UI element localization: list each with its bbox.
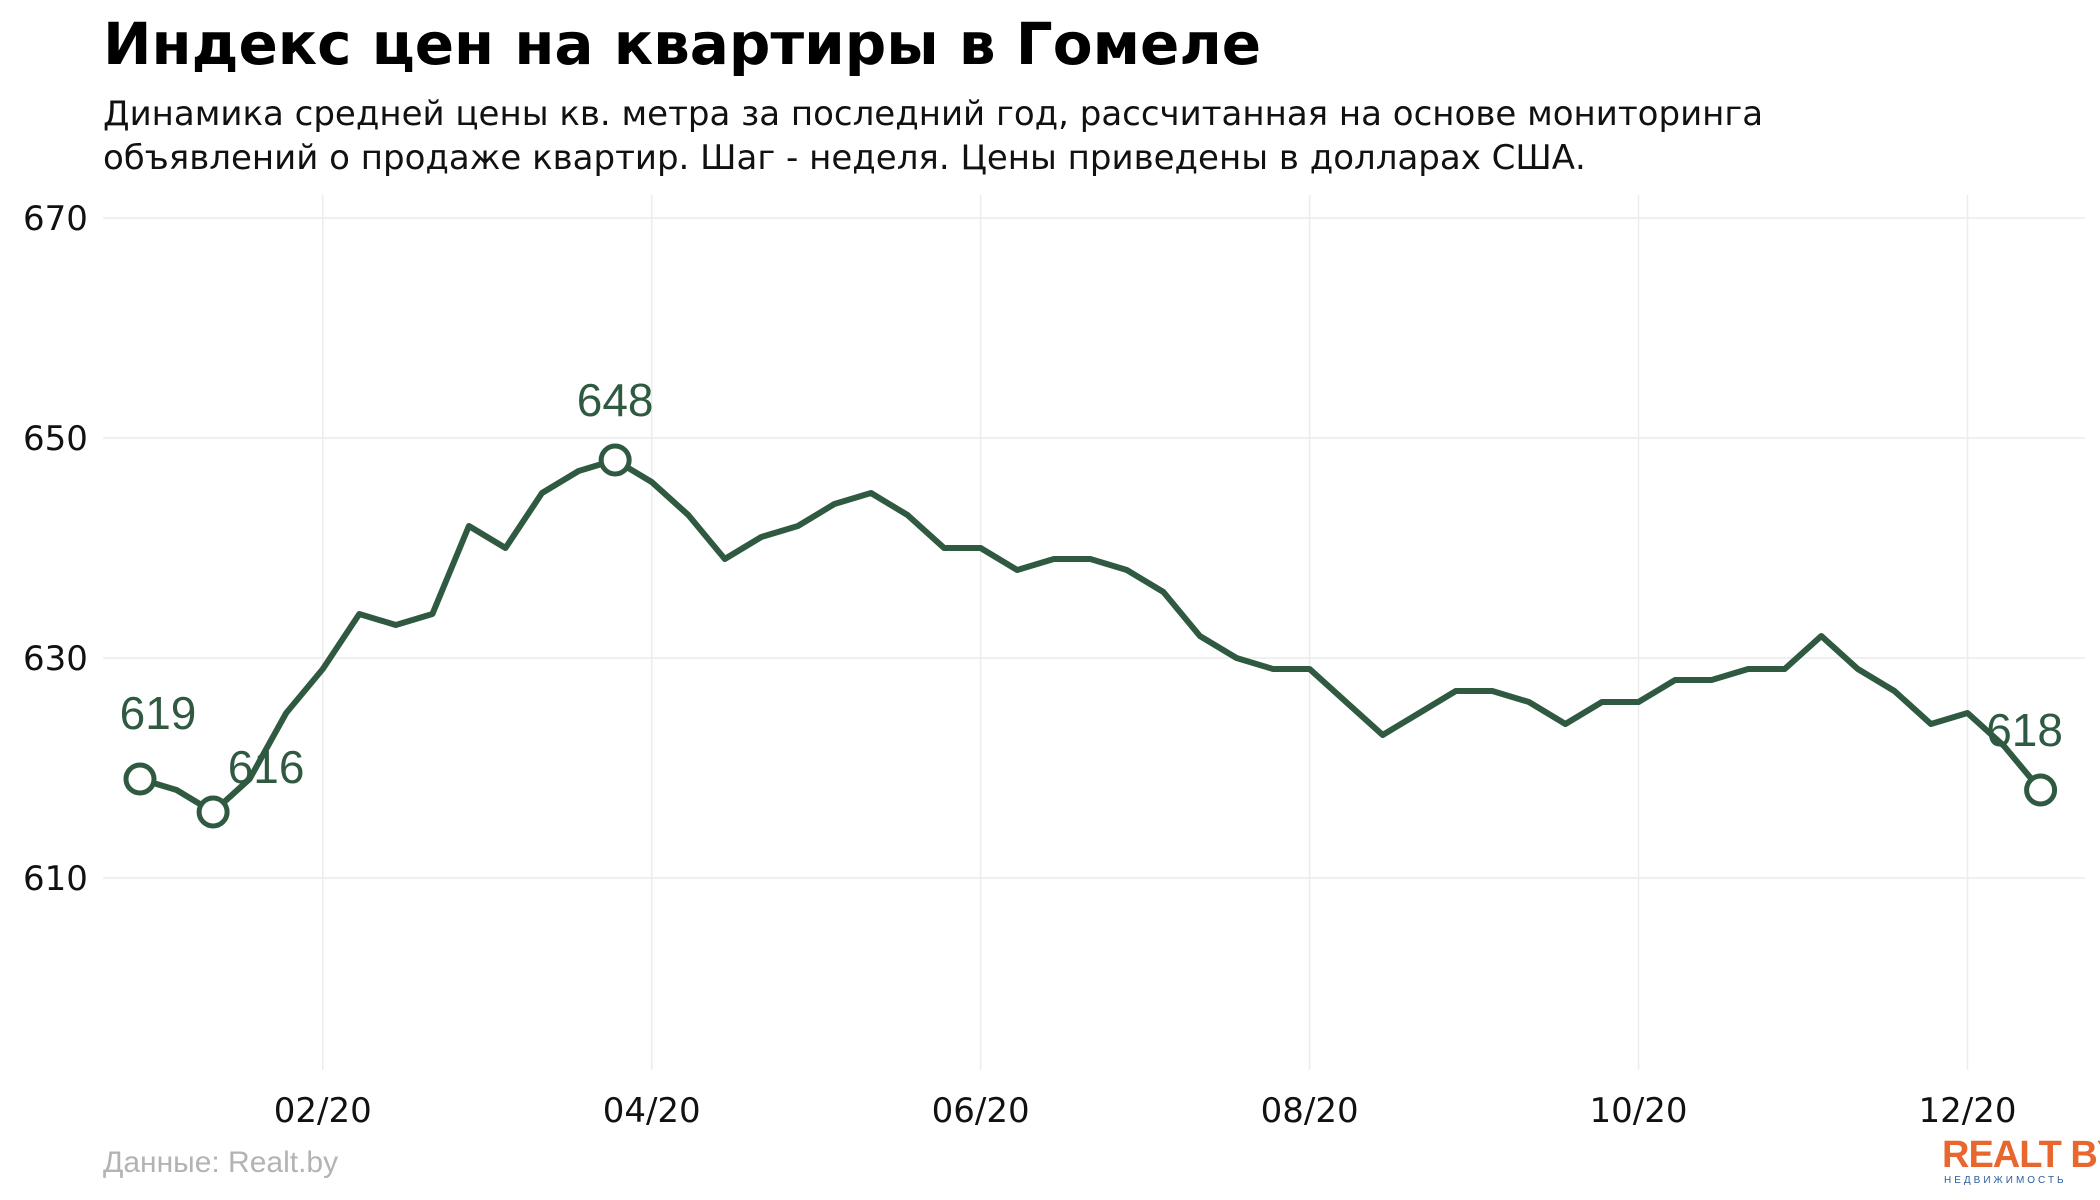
x-tick-label-02-20: 02/20 [274, 1091, 372, 1131]
chart-title: Индекс цен на квартиры в Гомеле [103, 10, 1262, 78]
x-tick-label-08-20: 08/20 [1261, 1091, 1359, 1131]
y-tick-label-650: 650 [23, 419, 88, 459]
highlight-point-619 [123, 762, 157, 796]
x-tick-label-12-20: 12/20 [1919, 1091, 2017, 1131]
axes: 610 630 650 670 02/20 04/20 06/20 08/20 10/20 12/… [23, 199, 2016, 1131]
data-label-618: 618 [1986, 704, 2063, 756]
y-tick-label-670: 670 [23, 199, 88, 239]
series-line [137, 457, 2044, 815]
realt-logo: REALT BY НЕДВИЖИМОСТЬ [1942, 1134, 2100, 1194]
x-tick-label-10-20: 10/20 [1590, 1091, 1688, 1131]
highlight-point-616 [196, 795, 230, 829]
annotations: 619 616 648 618 [120, 374, 2063, 829]
x-tick-label-04-20: 04/20 [603, 1091, 701, 1131]
grid [103, 195, 2085, 1070]
highlight-point-618 [2024, 773, 2058, 807]
subtitle-line-1: Динамика средней цены кв. метра за после… [103, 94, 1764, 134]
y-tick-label-630: 630 [23, 639, 88, 679]
data-label-619: 619 [120, 687, 197, 739]
subtitle-line-2: объявлений о продаже квартир. Шаг - неде… [103, 138, 1586, 178]
series [137, 457, 2044, 815]
x-tick-label-06-20: 06/20 [932, 1091, 1030, 1131]
y-tick-label-610: 610 [23, 859, 88, 899]
logo-wordmark: REALT BY [1942, 1134, 2100, 1176]
source-note: Данные: Realt.by [103, 1146, 339, 1179]
chart-subtitle: Динамика средней цены кв. метра за после… [103, 92, 1903, 180]
data-label-616: 616 [228, 741, 305, 793]
logo-subtitle: НЕДВИЖИМОСТЬ [1944, 1175, 2067, 1186]
highlight-point-648 [598, 443, 632, 477]
data-label-648: 648 [577, 374, 654, 426]
